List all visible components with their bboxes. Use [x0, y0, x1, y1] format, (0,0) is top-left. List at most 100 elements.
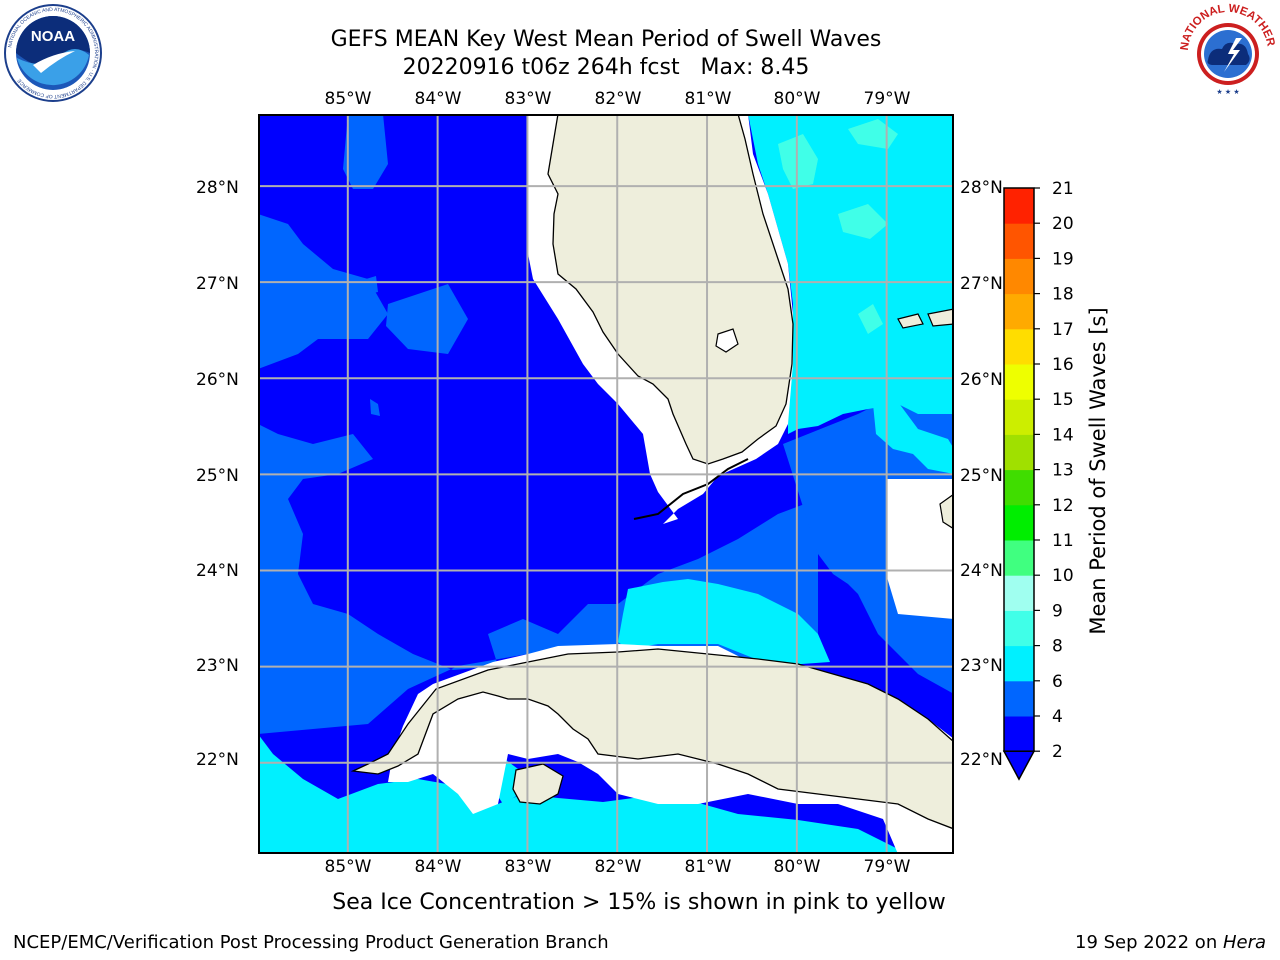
colorbar-underflow-arrow — [1002, 750, 1036, 781]
colorbar-box — [1004, 364, 1034, 400]
colorbar-box — [1004, 469, 1034, 506]
colorbar-tick-label: 12 — [1052, 496, 1074, 516]
lat-label-left: 26°N — [196, 370, 239, 390]
period-band-4-6-south — [258, 734, 898, 854]
lon-label-top: 82°W — [594, 89, 642, 109]
colorbar-tick-label: 4 — [1052, 707, 1063, 727]
period-band-6-8-patch-4 — [858, 304, 883, 334]
lon-label-bottom: 85°W — [324, 857, 372, 877]
no-data-bahamas — [886, 479, 954, 619]
lat-label-right: 27°N — [960, 274, 1003, 294]
colorbar-box — [1004, 540, 1034, 576]
colorbar-tick-label: 14 — [1052, 425, 1074, 445]
noaa-logo-text: NOAA — [31, 28, 75, 45]
map-grid — [258, 114, 954, 854]
colorbar-ticks: 2 4 6 8 9 10 11 12 13 14 15 16 17 18 19 20 21 — [1034, 179, 1074, 762]
land-bahamas-2 — [897, 313, 924, 329]
colorbar-box — [1004, 293, 1034, 330]
chart-subtitle: 20220916 t06z 264h fcst Max: 8.45 — [402, 55, 810, 80]
lake-okeechobee — [715, 328, 739, 353]
colorbar-label: Mean Period of Swell Waves [s] — [1086, 307, 1110, 635]
colorbar-tick-label: 16 — [1052, 355, 1074, 375]
florida-keys — [633, 458, 749, 520]
period-band-2-4-patch-3 — [370, 399, 380, 416]
colorbar-tick-label: 17 — [1052, 320, 1074, 340]
colorbar-tick-label: 8 — [1052, 637, 1063, 657]
colorbar-box — [1004, 258, 1034, 295]
lon-label-bottom: 82°W — [594, 857, 642, 877]
lat-label-left: 24°N — [196, 561, 239, 581]
colorbar-box — [1004, 645, 1034, 682]
lat-label-right: 24°N — [960, 561, 1003, 581]
footer-credit: NCEP/EMC/Verification Post Processing Pr… — [13, 932, 609, 953]
period-band-4-6-southeast — [873, 402, 954, 474]
lat-label-left: 22°N — [196, 750, 239, 770]
footer-host: Hera — [1222, 932, 1266, 953]
colorbar-box — [1004, 399, 1034, 435]
lat-label-right: 25°N — [960, 466, 1003, 486]
land-andros — [939, 493, 954, 530]
nws-logo: NATIONAL WEATHER SERVICE ★ ★ ★ — [1178, 2, 1277, 100]
lon-label-bottom: 79°W — [863, 857, 911, 877]
period-band-6-8-patch-2 — [848, 119, 898, 149]
period-band-4-6-east — [748, 114, 954, 434]
colorbar-box — [1004, 575, 1034, 611]
lon-label-top: 80°W — [773, 89, 821, 109]
lat-label-left: 25°N — [196, 466, 239, 486]
lon-label-top: 79°W — [863, 89, 911, 109]
colorbar-box — [1004, 328, 1034, 365]
lat-label-right: 28°N — [960, 178, 1003, 198]
lat-label-left: 23°N — [196, 656, 239, 676]
lat-label-right: 22°N — [960, 750, 1003, 770]
land-isla-de-la-juventud — [512, 763, 564, 805]
lat-label-left: 28°N — [196, 178, 239, 198]
lat-label-right: 23°N — [960, 656, 1003, 676]
period-band-6-8-patch-3 — [838, 204, 888, 239]
colorbar-box — [1004, 610, 1034, 647]
lon-label-bottom: 84°W — [414, 857, 462, 877]
swell-period-map — [258, 114, 954, 854]
colorbar-box — [1004, 188, 1034, 224]
colorbar-box — [1004, 434, 1034, 471]
lon-label-bottom: 83°W — [504, 857, 552, 877]
period-band-4-6-central — [618, 579, 830, 666]
colorbar-tick-label: 9 — [1052, 601, 1063, 621]
lon-label-top: 83°W — [504, 89, 552, 109]
svg-text:★ ★ ★: ★ ★ ★ — [1216, 88, 1239, 96]
colorbar-tick-label: 15 — [1052, 390, 1074, 410]
land-florida — [547, 114, 794, 465]
colorbar-tick-label: 13 — [1052, 461, 1074, 481]
footer-date: 19 Sep 2022 on Hera — [1075, 932, 1266, 953]
colorbar-tick-label: 18 — [1052, 285, 1074, 305]
colorbar-tick-label: 10 — [1052, 566, 1074, 586]
land-cuba — [350, 648, 954, 830]
lon-label-bottom: 81°W — [684, 857, 732, 877]
colorbar-box — [1004, 223, 1034, 259]
colorbar-box — [1004, 680, 1034, 717]
sea-ice-note: Sea Ice Concentration > 15% is shown in … — [332, 890, 946, 915]
chart-title: GEFS MEAN Key West Mean Period of Swell … — [330, 27, 882, 52]
colorbar-box — [1004, 504, 1034, 541]
period-band-6-8-patch-1 — [778, 134, 818, 189]
period-band-2-4-west — [258, 214, 388, 369]
colorbar-tick-label: 20 — [1052, 214, 1074, 234]
colorbar-tick-label: 21 — [1052, 179, 1074, 199]
lat-label-right: 26°N — [960, 370, 1003, 390]
period-band-2-4-north — [343, 114, 388, 189]
lon-label-top: 85°W — [324, 89, 372, 109]
colorbar-tick-label: 6 — [1052, 672, 1063, 692]
period-band-2-4-patch-1 — [386, 284, 468, 354]
colorbar-tick-label: 11 — [1052, 531, 1074, 551]
period-band-2-4-patch-2 — [366, 276, 378, 294]
noaa-logo: NOAA NATIONAL OCEANIC AND ATMOSPHERIC AD… — [4, 4, 102, 102]
map-frame — [258, 114, 954, 854]
colorbar: 2 4 6 8 9 10 11 12 13 14 15 16 17 18 19 20 21 — [1002, 179, 1074, 781]
land-bahamas-1 — [927, 308, 954, 327]
footer-date-text: 19 Sep 2022 on — [1075, 932, 1223, 953]
lat-label-left: 27°N — [196, 274, 239, 294]
lon-label-bottom: 80°W — [773, 857, 821, 877]
lon-label-top: 81°W — [684, 89, 732, 109]
lon-label-top: 84°W — [414, 89, 462, 109]
colorbar-box — [1004, 716, 1034, 752]
colorbar-tick-label: 2 — [1052, 742, 1063, 762]
